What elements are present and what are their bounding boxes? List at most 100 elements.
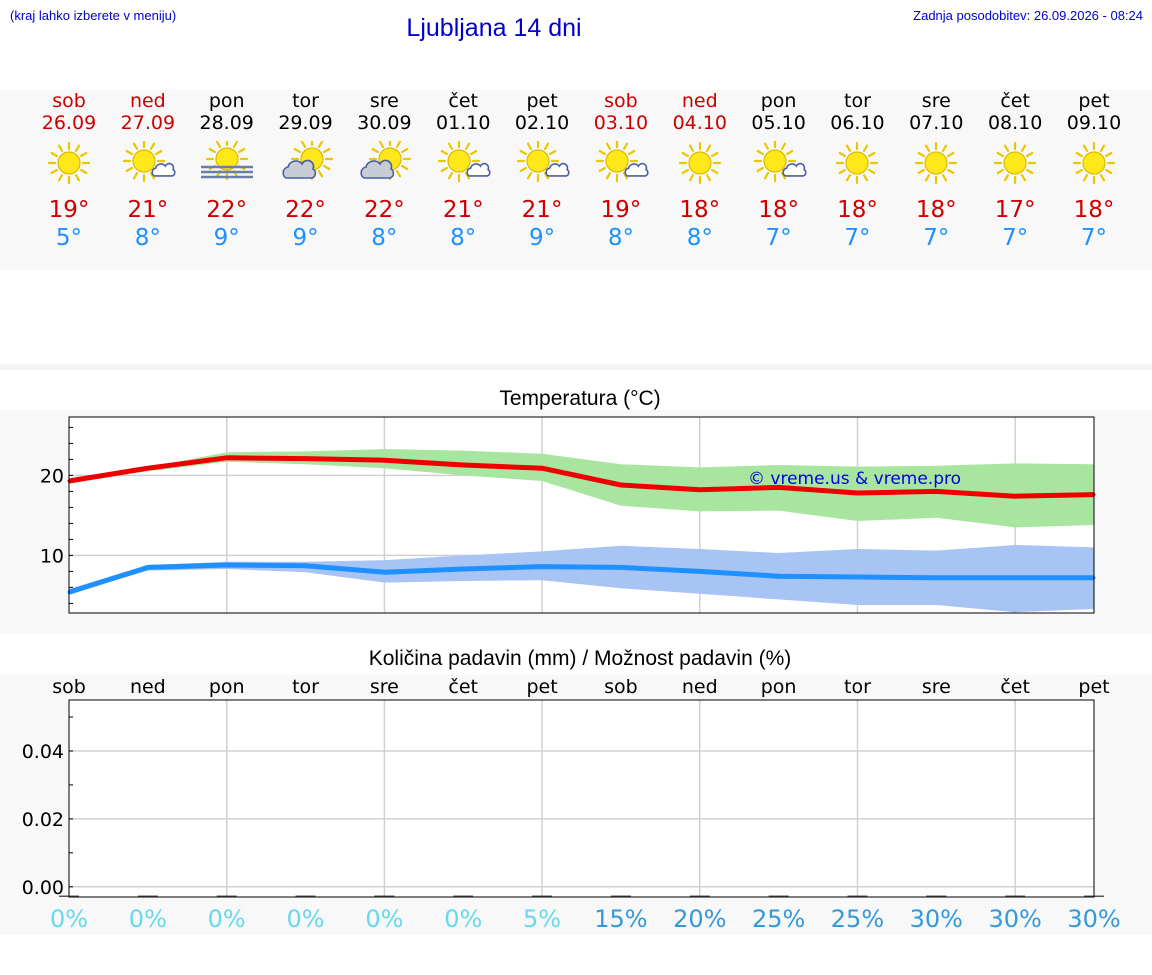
temp-max: 18° [679, 197, 721, 223]
day-name: čet [1000, 90, 1030, 112]
last-update: Zadnja posodobitev: 26.09.2026 - 08:24 [913, 8, 1143, 23]
forecast-strip [0, 90, 1152, 270]
sun-small-cloud-icon [595, 141, 649, 183]
sun-cloud-icon [281, 141, 333, 181]
day-name: tor [844, 90, 871, 112]
y-tick-label: 0.02 [22, 809, 64, 831]
day-name: sob [52, 90, 86, 112]
day-label: tor [844, 676, 871, 698]
precip-probability: 0% [286, 905, 324, 933]
temp-min: 7° [765, 225, 792, 251]
day-label: sre [370, 676, 399, 698]
sun-cloud-icon [360, 141, 412, 181]
temperature-chart-title: Temperatura (°C) [499, 387, 661, 410]
temp-min: 9° [528, 225, 556, 251]
day-date: 03.10 [593, 112, 649, 134]
temp-max: 22° [363, 197, 405, 223]
max-temp-point [698, 488, 702, 492]
sun-icon [678, 141, 721, 185]
precip-probability: 0% [50, 905, 88, 933]
day-label: ned [682, 676, 718, 698]
precip-bar [453, 895, 474, 897]
max-temp-point [461, 463, 465, 467]
forecast-day: ned 27.09 21° 8° [108, 90, 188, 252]
watermark: © vreme.us & vreme.pro [748, 469, 961, 489]
sun-small-cloud-icon [122, 141, 176, 183]
min-temp-point [382, 570, 386, 574]
temp-min: 8° [607, 225, 634, 251]
sun-icon [836, 141, 879, 185]
precip-bar [768, 895, 789, 897]
forecast-day: pon 28.09 22° 9° [187, 90, 267, 252]
precip-bar [689, 895, 710, 897]
precip-probability: 0% [365, 905, 403, 933]
temp-max: 17° [994, 197, 1036, 223]
day-label: sob [52, 676, 86, 698]
precip-bar [610, 895, 631, 897]
precip-bar [374, 895, 395, 897]
max-temp-point [540, 466, 544, 470]
forecast-day: tor 06.10 18° 7° [817, 90, 897, 252]
precip-probability: 20% [673, 905, 726, 933]
day-date: 09.10 [1066, 112, 1122, 134]
temp-max: 22° [285, 197, 326, 223]
day-date: 27.09 [120, 112, 176, 134]
forecast-day: sob 26.09 19° 5° [29, 90, 109, 252]
precip-probability: 15% [594, 905, 647, 933]
precip-probability: 30% [910, 905, 963, 933]
precip-probability: 30% [1067, 905, 1120, 933]
min-temp-point [619, 565, 623, 569]
forecast-day: tor 29.09 22° 9° [266, 90, 346, 252]
day-name: čet [448, 90, 479, 112]
day-name: pon [208, 90, 245, 112]
precip-probability: 5% [523, 905, 561, 933]
page-title: Ljubljana 14 dni [406, 14, 582, 42]
min-temp-range-band [69, 545, 1094, 613]
forecast-day: čet 01.10 21° 8° [423, 90, 503, 252]
temp-max: 19° [48, 197, 90, 223]
day-label: sre [922, 676, 951, 698]
min-temp-point [304, 564, 308, 568]
forecast-day: sob 03.10 19° 8° [581, 90, 661, 252]
max-temp-point [777, 485, 781, 489]
plot-area [69, 700, 1094, 897]
day-label: čet [1000, 676, 1030, 698]
min-temp-line [68, 562, 1094, 595]
temp-min: 8° [686, 225, 713, 251]
temp-max: 19° [600, 197, 642, 223]
day-date: 07.10 [909, 112, 964, 134]
max-temp-point [225, 456, 229, 460]
day-name: sre [369, 90, 399, 112]
precip-bar [295, 895, 316, 897]
forecast-day: sre 07.10 18° 7° [896, 90, 976, 252]
min-temp-point [855, 575, 859, 579]
precip-bar [137, 895, 158, 897]
min-temp-point [698, 569, 702, 573]
precip-bar [1005, 895, 1026, 897]
temp-min: 7° [1002, 225, 1029, 251]
min-temp-point [934, 576, 938, 580]
day-label: sob [604, 676, 638, 698]
temp-max: 22° [206, 197, 248, 223]
temp-min: 9° [292, 225, 319, 251]
day-label: tor [292, 676, 319, 698]
forecast-day: pon 05.10 18° 7° [739, 90, 819, 252]
location-menu-hint: (kraj lahko izberete v meniju) [10, 8, 177, 23]
forecast-day: sre 30.09 22° 8° [344, 90, 424, 252]
day-label: čet [448, 676, 478, 698]
day-name: pet [526, 90, 558, 112]
temp-min: 7° [923, 225, 950, 251]
max-temp-point [934, 489, 938, 493]
y-tick-label: 0.00 [22, 877, 64, 899]
temp-min: 8° [450, 225, 477, 251]
day-date: 05.10 [751, 112, 806, 134]
day-label: pon [209, 676, 245, 698]
forecast-day: pet 02.10 21° 9° [502, 90, 582, 252]
day-date: 29.09 [278, 112, 333, 134]
max-temp-point [619, 483, 623, 487]
y-tick-label: 0.04 [22, 741, 64, 763]
day-label: pon [761, 676, 797, 698]
min-temp-point [225, 563, 229, 567]
day-date: 08.10 [987, 112, 1043, 134]
temperature-chart: 10 20 © vreme.us & vreme.pro [40, 416, 1096, 614]
